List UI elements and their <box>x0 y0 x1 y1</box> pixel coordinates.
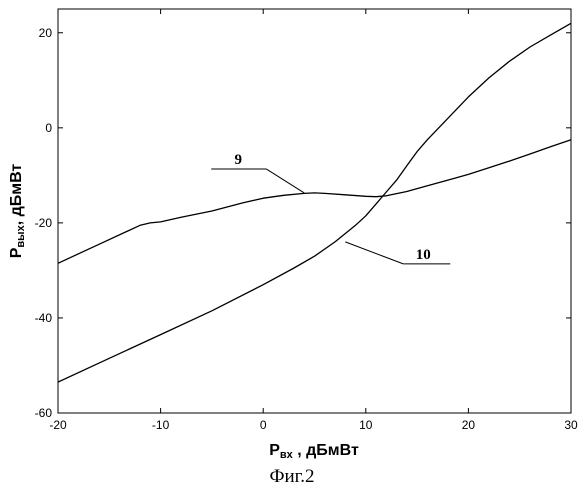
x-axis-title: Pвх , дБмВт <box>269 442 359 461</box>
y-tick-label: -40 <box>35 311 53 325</box>
curve-label-10: 10 <box>416 247 431 263</box>
label-leader-line <box>345 242 403 264</box>
x-tick-label: 0 <box>260 418 267 432</box>
plot-area-frame <box>58 9 571 413</box>
y-tick-label: 20 <box>39 26 53 40</box>
label-leader-line <box>266 169 304 193</box>
x-tick-label: -10 <box>152 418 170 432</box>
curve-label-9: 9 <box>234 152 242 168</box>
y-axis-title: Pвых, дБмВт <box>8 164 27 259</box>
x-tick-label: 30 <box>564 418 578 432</box>
y-tick-label: -60 <box>35 406 53 420</box>
x-tick-label: 10 <box>359 418 373 432</box>
series-9-line <box>58 140 571 264</box>
curve-labels: 9 10 <box>211 152 450 264</box>
x-tick-label: -20 <box>49 418 67 432</box>
curves <box>58 23 571 382</box>
figure-caption: Фиг.2 <box>0 466 584 488</box>
y-tick-label: -20 <box>35 216 53 230</box>
series-10-line <box>58 23 571 382</box>
y-tick-label: 0 <box>45 121 52 135</box>
x-tick-label: 20 <box>462 418 476 432</box>
